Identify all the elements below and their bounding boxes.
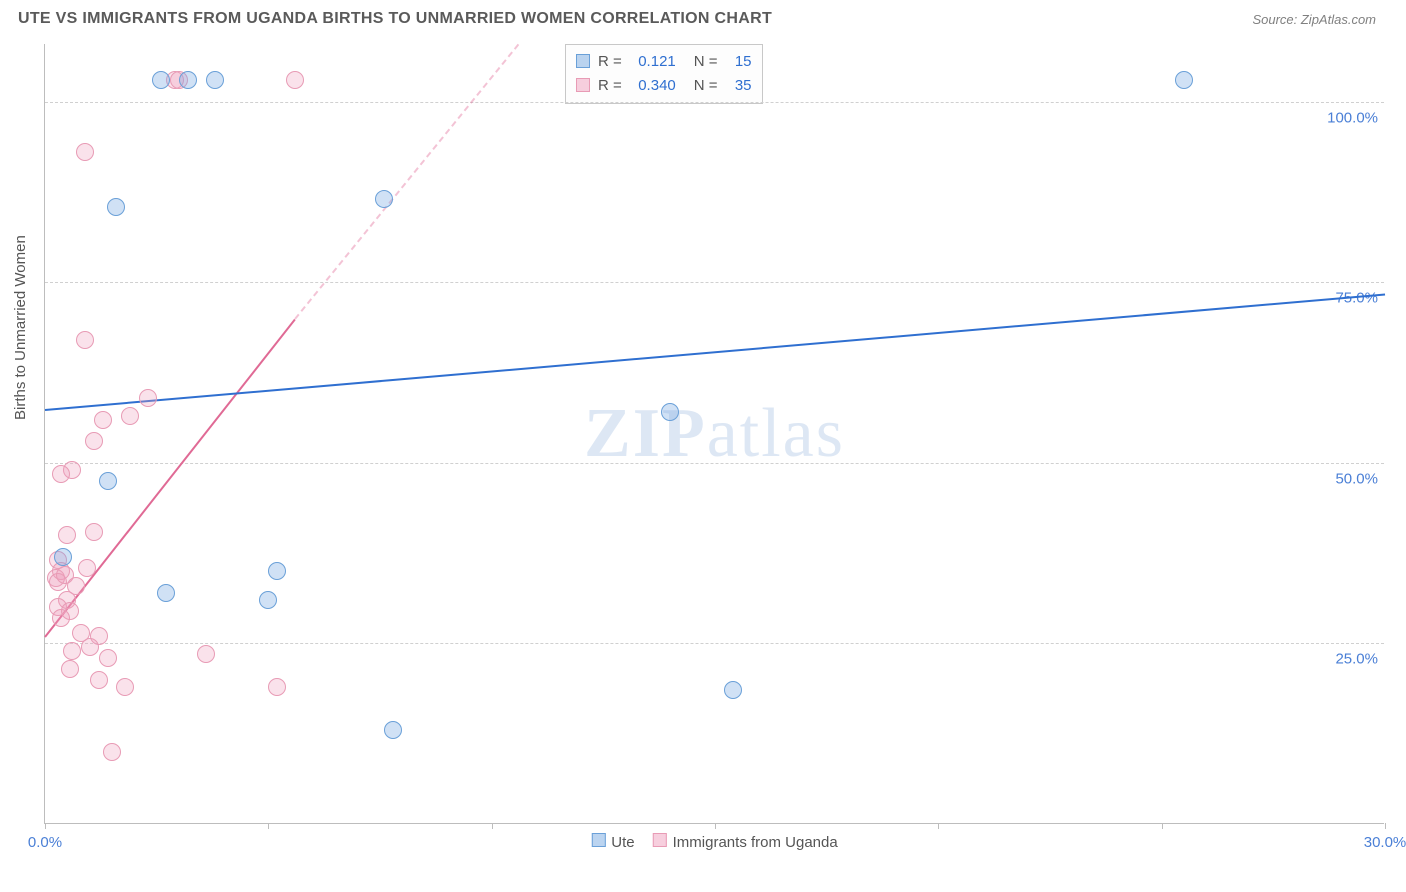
data-point-pink <box>81 638 99 656</box>
data-point-blue <box>157 584 175 602</box>
gridline-y <box>45 282 1384 283</box>
chart-title: UTE VS IMMIGRANTS FROM UGANDA BIRTHS TO … <box>18 10 772 28</box>
legend-label-uganda: Immigrants from Uganda <box>673 834 838 851</box>
x-tick-label: 30.0% <box>1364 834 1406 851</box>
data-point-pink <box>103 743 121 761</box>
legend-item-ute: Ute <box>591 833 634 851</box>
data-point-pink <box>94 411 112 429</box>
y-axis-label: Births to Unmarried Women <box>12 235 29 420</box>
watermark-suffix: atlas <box>707 395 845 472</box>
data-point-blue <box>99 472 117 490</box>
data-point-pink <box>85 523 103 541</box>
data-point-pink <box>121 407 139 425</box>
data-point-pink <box>52 609 70 627</box>
x-tick-mark <box>938 823 939 829</box>
data-point-pink <box>99 649 117 667</box>
data-point-blue <box>54 548 72 566</box>
data-point-pink <box>85 432 103 450</box>
legend-label-ute: Ute <box>611 834 634 851</box>
r-label: R = <box>598 53 622 70</box>
n-label: N = <box>694 77 718 94</box>
data-point-pink <box>90 671 108 689</box>
data-point-pink <box>139 389 157 407</box>
data-point-pink <box>76 143 94 161</box>
n-value-blue: 15 <box>726 53 752 70</box>
data-point-pink <box>286 71 304 89</box>
n-label: N = <box>694 53 718 70</box>
data-point-blue <box>152 71 170 89</box>
legend-swatch-pink <box>576 78 590 92</box>
plot-wrap: ZIPatlas R = 0.121 N = 15 R = 0.340 N = … <box>44 44 1384 824</box>
x-tick-mark <box>268 823 269 829</box>
data-point-pink <box>116 678 134 696</box>
x-tick-mark <box>45 823 46 829</box>
data-point-pink <box>78 559 96 577</box>
data-point-pink <box>58 526 76 544</box>
n-value-pink: 35 <box>726 77 752 94</box>
y-tick-label: 100.0% <box>1327 109 1378 126</box>
data-point-pink <box>197 645 215 663</box>
data-point-blue <box>375 190 393 208</box>
data-point-pink <box>268 678 286 696</box>
x-tick-mark <box>1385 823 1386 829</box>
r-value-blue: 0.121 <box>630 53 676 70</box>
r-value-pink: 0.340 <box>630 77 676 94</box>
r-label: R = <box>598 77 622 94</box>
watermark-prefix: ZIP <box>584 395 707 472</box>
x-tick-mark <box>715 823 716 829</box>
legend-swatch-pink <box>653 833 667 847</box>
data-point-pink <box>52 465 70 483</box>
y-tick-label: 50.0% <box>1335 470 1378 487</box>
gridline-y <box>45 463 1384 464</box>
y-tick-label: 25.0% <box>1335 651 1378 668</box>
series-legend: Ute Immigrants from Uganda <box>591 833 837 851</box>
trend-line-pink-dash <box>294 44 519 320</box>
data-point-blue <box>206 71 224 89</box>
data-point-blue <box>661 403 679 421</box>
x-tick-label: 0.0% <box>28 834 62 851</box>
gridline-y <box>45 643 1384 644</box>
data-point-blue <box>107 198 125 216</box>
data-point-pink <box>63 642 81 660</box>
scatter-plot: ZIPatlas R = 0.121 N = 15 R = 0.340 N = … <box>44 44 1384 824</box>
data-point-blue <box>384 721 402 739</box>
correlation-legend: R = 0.121 N = 15 R = 0.340 N = 35 <box>565 44 763 104</box>
trend-line-blue <box>45 293 1385 411</box>
header-row: UTE VS IMMIGRANTS FROM UGANDA BIRTHS TO … <box>0 0 1406 34</box>
x-tick-mark <box>1162 823 1163 829</box>
data-point-pink <box>61 660 79 678</box>
data-point-blue <box>179 71 197 89</box>
legend-row-uganda: R = 0.340 N = 35 <box>576 73 752 97</box>
legend-item-uganda: Immigrants from Uganda <box>653 833 838 851</box>
data-point-blue <box>259 591 277 609</box>
data-point-pink <box>76 331 94 349</box>
legend-swatch-blue <box>591 833 605 847</box>
x-tick-mark <box>492 823 493 829</box>
watermark: ZIPatlas <box>584 394 845 474</box>
data-point-blue <box>1175 71 1193 89</box>
data-point-blue <box>268 562 286 580</box>
gridline-y <box>45 102 1384 103</box>
source-attribution: Source: ZipAtlas.com <box>1252 12 1376 27</box>
legend-swatch-blue <box>576 54 590 68</box>
legend-row-ute: R = 0.121 N = 15 <box>576 49 752 73</box>
data-point-blue <box>724 681 742 699</box>
